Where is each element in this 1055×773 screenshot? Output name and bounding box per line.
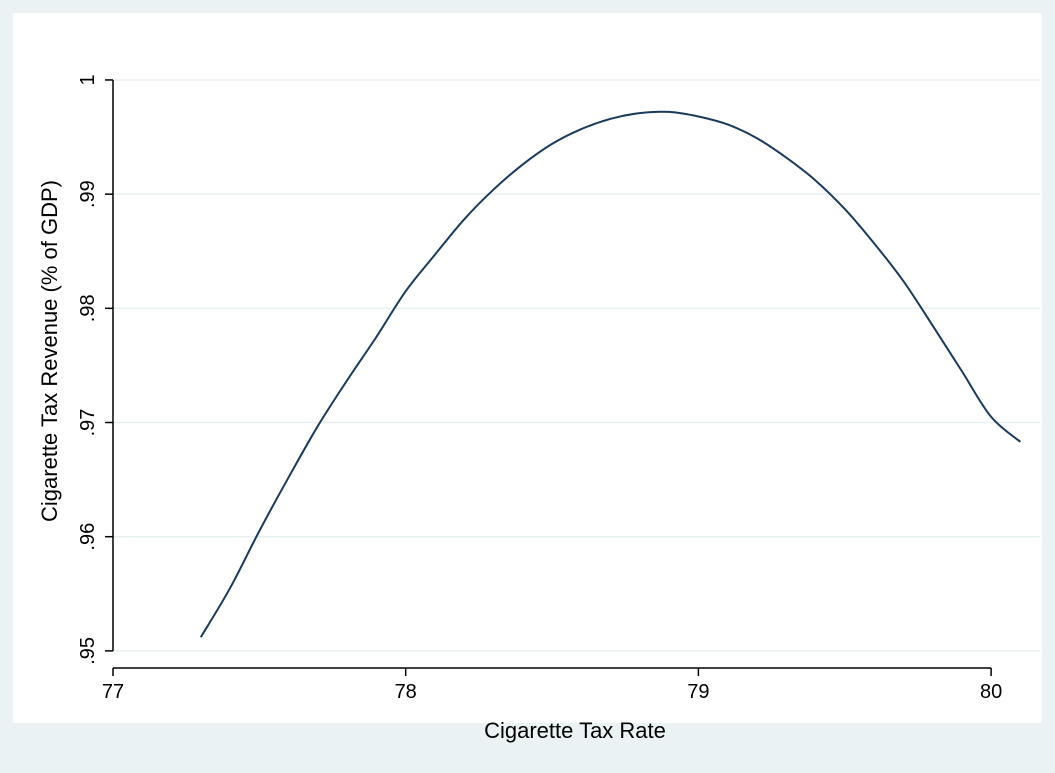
y-tick-label: .97 <box>77 409 99 437</box>
gridlines <box>113 79 1040 652</box>
y-tick-label: .95 <box>77 637 99 665</box>
x-tick-label: 77 <box>102 681 124 703</box>
x-tick-label: 80 <box>980 681 1002 703</box>
y-tick-label: 1 <box>77 74 99 85</box>
x-tick-label: 79 <box>687 681 709 703</box>
y-ticks: .95 .96 .97 .98 .99 1 <box>77 74 113 665</box>
plot-area <box>13 13 1042 723</box>
y-axis-title: Cigarette Tax Revenue (% of GDP) <box>37 180 62 522</box>
y-tick-label: .96 <box>77 523 99 551</box>
series-line <box>199 110 1022 638</box>
x-ticks: 77 78 79 80 <box>102 668 1002 703</box>
x-axis-title: Cigarette Tax Rate <box>484 718 666 743</box>
y-tick-label: .98 <box>77 294 99 322</box>
x-tick-label: 78 <box>395 681 417 703</box>
y-tick-label: .99 <box>77 180 99 208</box>
